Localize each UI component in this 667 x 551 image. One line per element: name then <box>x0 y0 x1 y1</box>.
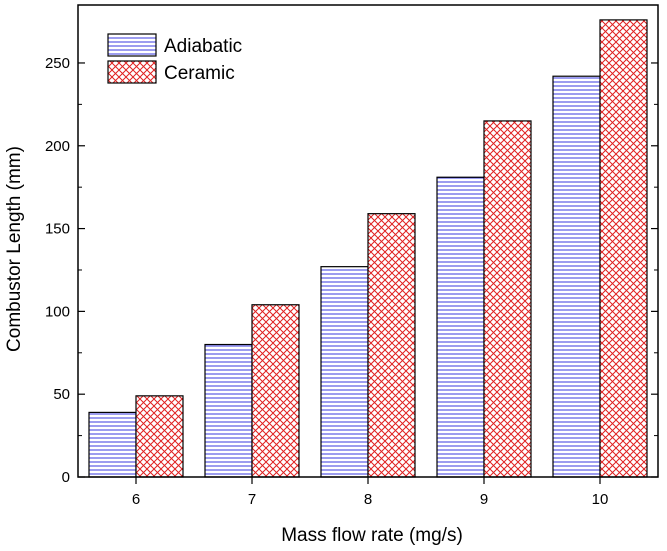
bar-adiabatic-10 <box>552 75 601 478</box>
y-tick-label: 50 <box>53 386 70 403</box>
x-tick-label: 8 <box>364 491 372 508</box>
y-tick-label: 100 <box>45 303 70 320</box>
y-tick-label: 200 <box>45 138 70 155</box>
bar-ceramic-7 <box>251 304 300 478</box>
x-tick-label: 6 <box>132 491 140 508</box>
legend-swatch-ceramic <box>107 60 157 84</box>
legend-swatch-adiabatic <box>107 33 157 57</box>
x-tick-label: 10 <box>592 491 609 508</box>
bar-ceramic-10 <box>599 19 648 478</box>
bar-ceramic-8 <box>367 213 416 478</box>
legend-label-ceramic: Ceramic <box>164 63 235 84</box>
y-tick-label: 250 <box>45 55 70 72</box>
bar-adiabatic-6 <box>88 411 137 478</box>
bar-adiabatic-7 <box>204 343 253 478</box>
x-axis-title: Mass flow rate (mg/s) <box>281 525 463 546</box>
bar-ceramic-9 <box>483 120 532 478</box>
ticks-layer: 0 50 100 150 200 250 6 7 8 9 10 <box>45 55 658 508</box>
bar-adiabatic-9 <box>436 176 485 478</box>
bar-adiabatic-8 <box>320 266 369 478</box>
legend: Adiabatic Ceramic <box>107 33 242 84</box>
legend-label-adiabatic: Adiabatic <box>164 36 242 57</box>
x-tick-label: 7 <box>248 491 256 508</box>
y-tick-label: 0 <box>62 469 70 486</box>
y-axis-title: Combustor Length (mm) <box>4 146 25 352</box>
bars-layer <box>88 19 648 478</box>
y-tick-label: 150 <box>45 221 70 238</box>
x-tick-label: 9 <box>480 491 488 508</box>
bar-ceramic-6 <box>135 395 184 478</box>
